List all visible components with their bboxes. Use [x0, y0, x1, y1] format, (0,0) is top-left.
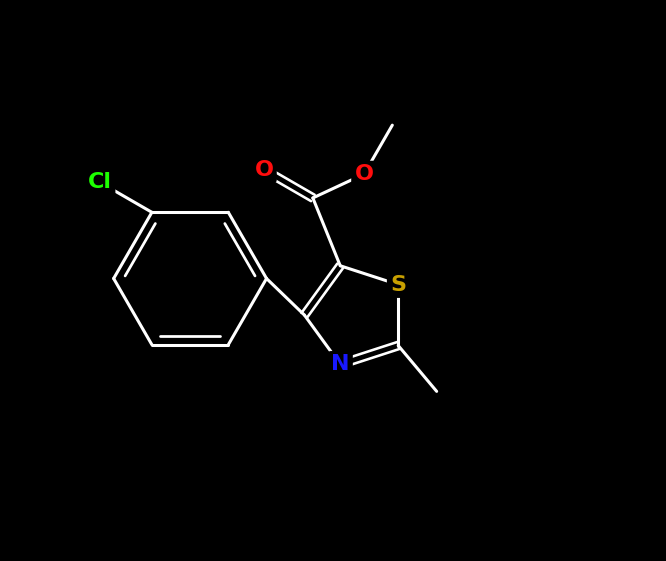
Text: O: O [254, 160, 274, 180]
Text: O: O [354, 164, 374, 184]
Text: S: S [390, 274, 406, 295]
Text: Cl: Cl [88, 172, 112, 192]
Text: N: N [331, 355, 350, 374]
